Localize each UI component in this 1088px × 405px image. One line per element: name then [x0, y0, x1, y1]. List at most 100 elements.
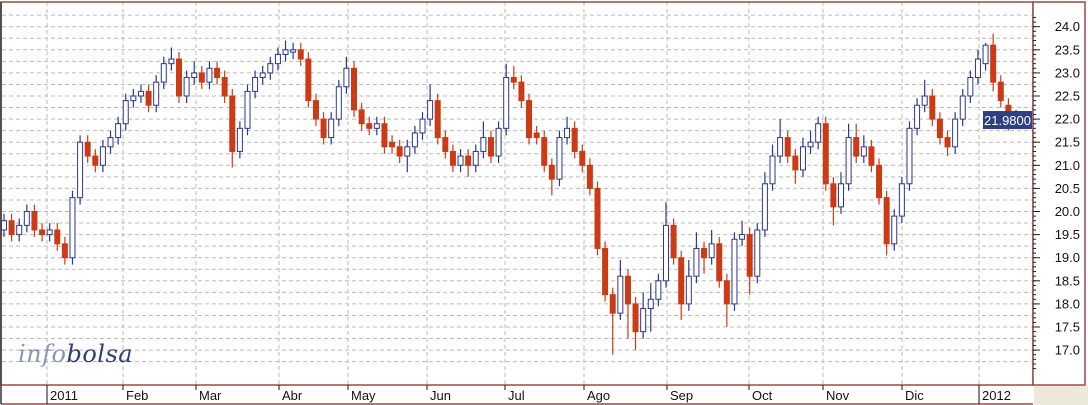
candle — [396, 139, 403, 163]
y-tick-label: 22.0 — [1055, 112, 1080, 127]
candle — [944, 130, 951, 157]
candle-body — [769, 155, 776, 185]
candle — [69, 190, 76, 265]
candle-body — [510, 77, 517, 83]
candle — [761, 172, 768, 237]
candle-body — [693, 247, 700, 277]
candle-body — [799, 146, 806, 171]
candle-body — [609, 294, 616, 314]
candle-body — [944, 137, 951, 148]
candle — [936, 112, 943, 145]
candle — [358, 102, 365, 131]
y-tick-label: 24.0 — [1055, 19, 1080, 34]
candle — [54, 223, 61, 251]
candle-body — [328, 118, 335, 139]
candle-body — [115, 123, 122, 139]
candle — [670, 218, 677, 265]
candle-body — [914, 104, 921, 129]
candle — [510, 65, 517, 90]
candle-body — [868, 146, 875, 166]
y-tick-label: 17.5 — [1055, 320, 1080, 335]
candle-body — [906, 127, 913, 185]
candle-body — [54, 229, 61, 245]
candle-body — [647, 298, 654, 310]
candle-body — [632, 303, 639, 333]
candle — [967, 70, 974, 103]
candle — [815, 116, 822, 150]
candle — [434, 93, 441, 145]
candle — [571, 121, 578, 159]
candle — [419, 112, 426, 140]
candle-body — [617, 275, 624, 314]
candle — [807, 130, 814, 154]
candle-body — [990, 44, 997, 83]
candle — [624, 269, 631, 339]
candle — [526, 93, 533, 145]
candle-body — [442, 137, 449, 152]
candle — [343, 56, 350, 94]
candle-body — [366, 123, 373, 129]
candle — [548, 158, 555, 196]
x-tick-label: Abr — [282, 388, 303, 403]
candle-body — [198, 72, 205, 83]
candle-body — [107, 137, 114, 148]
candle-body — [145, 90, 152, 106]
candle-body — [23, 211, 30, 226]
candle-body — [244, 90, 251, 129]
candle-body — [8, 220, 15, 236]
candle — [145, 84, 152, 113]
candle — [495, 121, 502, 163]
candle-body — [678, 257, 685, 305]
candle-body — [297, 49, 304, 60]
price-axis-panel — [1032, 1, 1086, 386]
candle — [830, 176, 837, 226]
candle — [191, 61, 198, 85]
candle-body — [77, 141, 84, 199]
candle — [16, 218, 23, 242]
candle-body — [655, 280, 662, 300]
candle — [328, 112, 335, 145]
candle — [777, 119, 784, 163]
candle-body — [929, 95, 936, 120]
candle-body — [959, 95, 966, 120]
candle-body — [335, 86, 342, 120]
candle — [267, 56, 274, 80]
candle-body — [290, 49, 297, 53]
candle-body — [533, 132, 540, 139]
candle-body — [343, 67, 350, 88]
candle — [297, 42, 304, 66]
candle-body — [594, 187, 601, 249]
candle — [609, 287, 616, 355]
candle-body — [465, 155, 472, 166]
candle-body — [503, 77, 510, 129]
x-tick-label: 2012 — [982, 388, 1011, 403]
candle — [252, 70, 259, 99]
candle-body — [46, 229, 53, 236]
candle — [662, 202, 669, 288]
corner-panel — [1034, 386, 1088, 405]
candle-body — [396, 146, 403, 157]
candle — [655, 273, 662, 307]
y-tick-label: 21.5 — [1055, 135, 1080, 150]
candle — [685, 260, 692, 311]
candle-body — [556, 137, 563, 180]
candle-body — [404, 146, 411, 157]
x-tick-label: Feb — [126, 388, 148, 403]
candle-body — [708, 243, 715, 259]
candle — [366, 116, 373, 136]
candle-body — [761, 183, 768, 231]
candle — [974, 49, 981, 85]
candle — [746, 227, 753, 295]
candle-body — [815, 123, 822, 143]
candle — [320, 112, 327, 145]
candle-body — [845, 137, 852, 185]
candle — [206, 61, 213, 90]
candle — [282, 40, 289, 62]
candle-body — [723, 280, 730, 305]
candle — [891, 209, 898, 251]
candle-body — [967, 77, 974, 97]
candle — [92, 149, 99, 173]
candle — [769, 144, 776, 191]
candle-body — [69, 197, 76, 259]
